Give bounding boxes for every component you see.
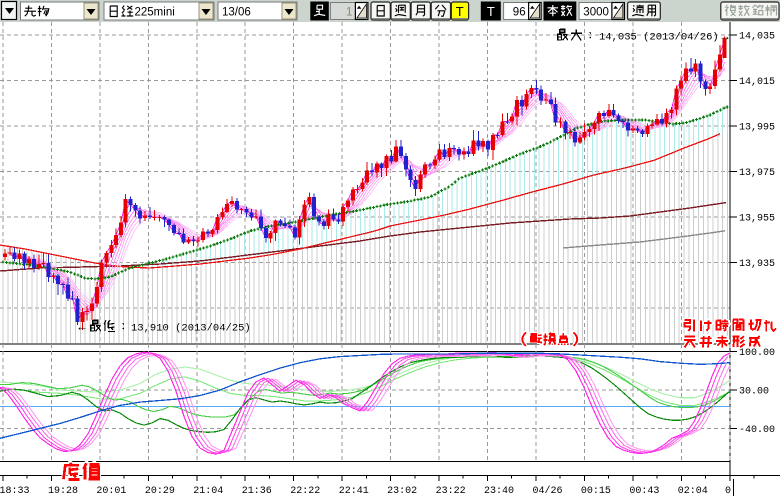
svg-text:23:40: 23:40 bbox=[484, 486, 514, 497]
svg-text:30.00: 30.00 bbox=[739, 387, 769, 398]
svg-text:13,935: 13,935 bbox=[739, 259, 775, 270]
svg-text:96: 96 bbox=[513, 7, 526, 19]
svg-text:13/06: 13/06 bbox=[222, 7, 251, 19]
svg-text:14,035: 14,035 bbox=[739, 32, 775, 43]
svg-text:0: 0 bbox=[725, 486, 731, 497]
svg-text:3000: 3000 bbox=[583, 7, 609, 19]
svg-text:←: ← bbox=[76, 320, 88, 334]
svg-text:-40.00: -40.00 bbox=[739, 425, 775, 436]
svg-text:23:22: 23:22 bbox=[436, 486, 466, 497]
svg-text:21:36: 21:36 bbox=[242, 486, 272, 497]
svg-text:02:04: 02:04 bbox=[678, 486, 708, 497]
svg-text:13,995: 13,995 bbox=[739, 123, 775, 134]
svg-text:00:43: 00:43 bbox=[629, 486, 659, 497]
svg-text:225mini: 225mini bbox=[135, 7, 175, 19]
svg-text:04/26: 04/26 bbox=[532, 485, 562, 497]
svg-text:20:29: 20:29 bbox=[145, 486, 175, 497]
svg-text:→: → bbox=[719, 29, 731, 43]
svg-text:13,975: 13,975 bbox=[739, 168, 775, 179]
svg-text:T: T bbox=[487, 4, 495, 19]
svg-text:20:01: 20:01 bbox=[96, 486, 126, 497]
svg-text:18:33: 18:33 bbox=[0, 486, 30, 497]
svg-text:13,955: 13,955 bbox=[739, 214, 775, 225]
svg-text:22:22: 22:22 bbox=[290, 486, 320, 497]
svg-text:14,015: 14,015 bbox=[739, 77, 775, 88]
svg-text:23:02: 23:02 bbox=[387, 486, 417, 497]
svg-text:1: 1 bbox=[346, 7, 352, 19]
svg-text:00:15: 00:15 bbox=[581, 486, 611, 497]
svg-text:14,035 (2013/04/26): 14,035 (2013/04/26) bbox=[599, 32, 719, 44]
svg-text:100.00: 100.00 bbox=[739, 348, 775, 359]
svg-text:19:28: 19:28 bbox=[48, 486, 78, 497]
svg-text:13,910 (2013/04/25): 13,910 (2013/04/25) bbox=[131, 323, 251, 335]
svg-text:21:04: 21:04 bbox=[193, 486, 223, 497]
svg-text:T: T bbox=[456, 4, 464, 19]
svg-text:22:41: 22:41 bbox=[339, 486, 369, 497]
